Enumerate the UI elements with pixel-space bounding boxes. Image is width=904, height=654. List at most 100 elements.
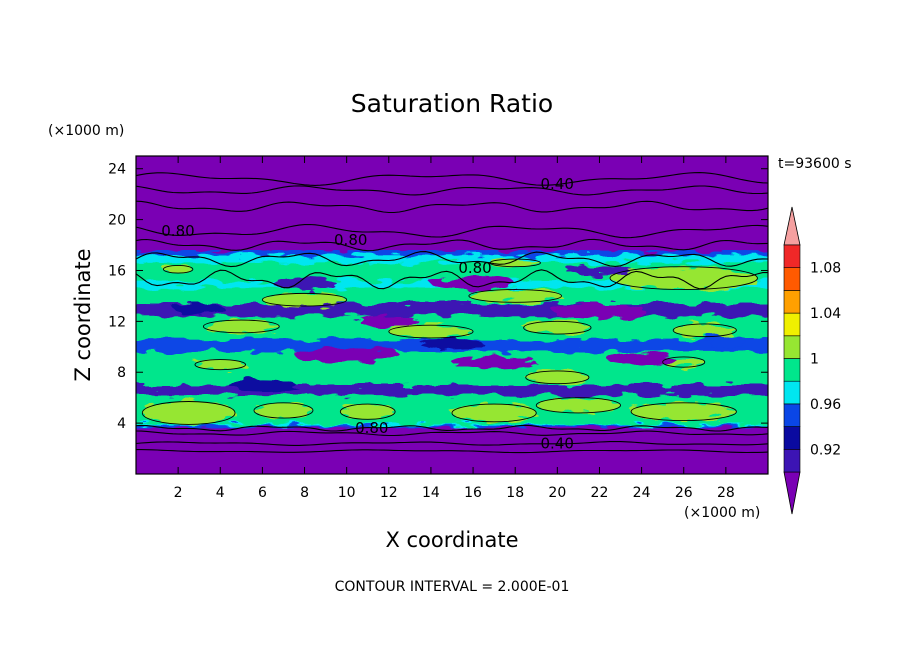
heatmap-patch-18 [523, 321, 592, 335]
contour-line-1 [136, 185, 768, 196]
y-unit: (×1000 m) [48, 123, 124, 139]
x-tick-label-13: 28 [717, 485, 735, 501]
colorbar-box-1 [783, 426, 801, 450]
contour-label-3: 0.80 [458, 259, 491, 277]
contour-line-15 [535, 397, 621, 414]
contour-line-23 [672, 323, 737, 338]
contour-line-18 [525, 370, 590, 385]
x-tick-label-4: 10 [338, 485, 356, 501]
y-tick-label-4: 20 [108, 213, 126, 229]
heatmap-field [136, 156, 768, 474]
heatmap-patch-35 [420, 339, 484, 350]
contour-label-5: 0.40 [540, 434, 573, 452]
contour-line-26 [609, 266, 758, 291]
contour-lines [136, 172, 768, 454]
contour-line-9 [136, 441, 768, 446]
y-tick-label-1: 8 [117, 365, 126, 381]
x-tick-label-5: 12 [380, 485, 398, 501]
heatmap-patch-7 [142, 401, 236, 425]
contour-label-text-5: 0.40 [540, 434, 573, 452]
contour-line-3 [136, 223, 768, 239]
x-axis-label: X coordinate [385, 528, 518, 552]
contour-line-20 [202, 319, 280, 334]
contour-label-4: 0.80 [355, 419, 388, 437]
x-tick-label-1: 4 [216, 485, 225, 501]
x-tick-label-8: 18 [506, 485, 524, 501]
contour-line-24 [261, 292, 348, 307]
colorbar-box-5 [783, 335, 801, 359]
colorbar-box-7 [783, 290, 801, 314]
colorbar-box-3 [783, 380, 801, 405]
contour-line-8 [136, 430, 768, 437]
x-tick-label-12: 26 [675, 485, 693, 501]
y-tick-label-3: 16 [108, 263, 126, 279]
x-tick-label-0: 2 [174, 485, 183, 501]
contour-line-11 [141, 401, 236, 425]
contour-line-5 [136, 251, 768, 268]
colorbar-label-4: 1.08 [810, 261, 841, 277]
contour-line-16 [630, 402, 737, 422]
heatmap-patch-32 [430, 276, 516, 290]
y-axis-ticks: 4 8 12 16 20 24 [108, 162, 768, 432]
contour-line-12 [253, 402, 314, 419]
x-tick-label-6: 14 [422, 485, 440, 501]
colorbar-box-2 [783, 403, 801, 427]
colorbar-arrow-bottom [783, 471, 801, 515]
heatmap-patch-22 [610, 266, 758, 290]
heatmap-patch-36 [228, 379, 297, 391]
colorbar-box-6 [783, 312, 801, 337]
heatmap-patch-19 [673, 323, 737, 337]
heatmap-patch-24 [489, 259, 541, 267]
heatmap-patch-29 [359, 315, 419, 328]
contour-line-14 [451, 403, 537, 423]
contour-label-0: 0.40 [540, 175, 573, 193]
y-tick-label-5: 24 [108, 162, 126, 178]
heatmap-patch-26 [294, 346, 400, 363]
contour-line-17 [194, 359, 246, 371]
heatmap-patch-12 [631, 402, 737, 421]
contour-line-21 [388, 324, 474, 339]
heatmap-patch-14 [525, 370, 589, 384]
contour-line-10 [136, 449, 768, 454]
contour-line-13 [339, 403, 396, 420]
colorbar-label-1: 0.96 [810, 397, 841, 413]
contour-label-text-3: 0.80 [458, 259, 491, 277]
x-tick-label-7: 16 [464, 485, 482, 501]
contour-line-7 [136, 424, 768, 432]
contour-line-0 [136, 172, 768, 186]
x-tick-label-9: 20 [548, 485, 566, 501]
heatmap-patch-37 [704, 335, 747, 346]
contour-line-4 [136, 238, 768, 252]
contour-label-text-4: 0.80 [355, 419, 388, 437]
contour-label-1: 0.80 [161, 222, 194, 240]
heatmap-patch-28 [607, 353, 676, 366]
contour-line-25 [468, 289, 562, 303]
y-axis-label: Z coordinate [71, 248, 95, 381]
heatmap-patch-33 [565, 265, 634, 276]
heatmap-band-3 [136, 384, 768, 396]
heatmap-patch-21 [468, 289, 562, 303]
colorbar-label-2: 1 [810, 352, 819, 368]
contour-line-27 [162, 264, 194, 274]
colorbar-label-0: 0.92 [810, 442, 841, 458]
heatmap-patch-23 [163, 265, 193, 274]
colorbar-box-4 [783, 358, 801, 382]
colorbar-box-8 [783, 267, 801, 291]
contour-label-text-2: 0.80 [334, 231, 367, 249]
colorbar-box-0 [783, 448, 801, 473]
heatmap-patch-16 [203, 320, 280, 333]
heatmap-patch-10 [452, 404, 537, 422]
heatmap-patch-34 [173, 303, 225, 314]
contour-line-2 [136, 200, 768, 214]
x-tick-label-2: 6 [258, 485, 267, 501]
time-label: t=93600 s [778, 156, 852, 172]
y-tick-label-0: 4 [117, 416, 126, 432]
heatmap-patch-9 [340, 404, 396, 420]
chart-title: Saturation Ratio [351, 89, 553, 118]
x-axis-ticks: 2 4 6 8 10 12 14 16 18 20 22 24 26 28 [174, 156, 735, 501]
contour-line-28 [489, 258, 541, 268]
colorbar-arrow-top [783, 206, 801, 246]
contour-label-text-1: 0.80 [161, 222, 194, 240]
x-unit: (×1000 m) [684, 505, 760, 521]
